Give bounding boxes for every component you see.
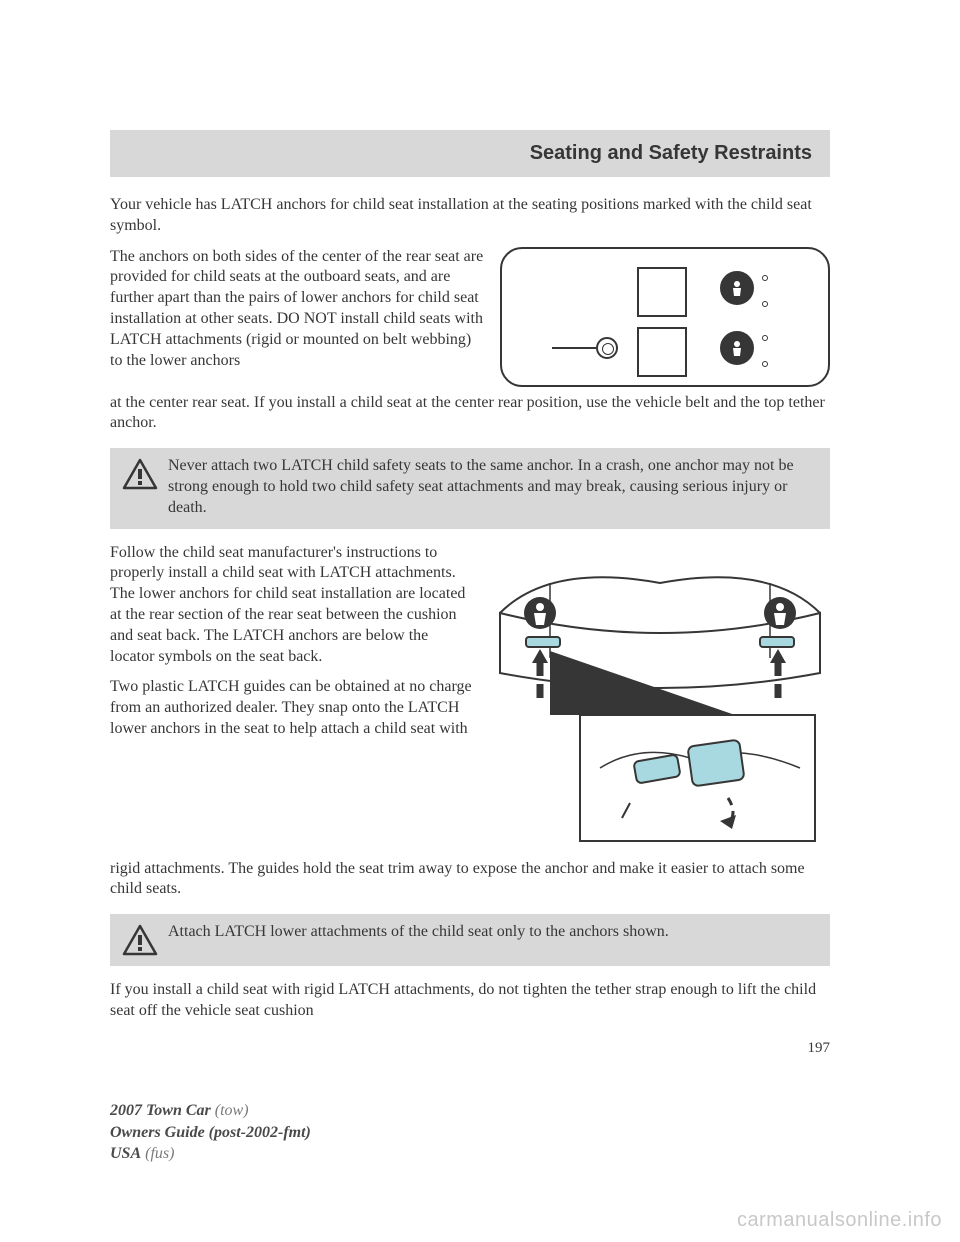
anchors-text: The anchors on both sides of the center … [110, 247, 486, 387]
anchor-dot-icon [762, 335, 768, 341]
footer-line-3: USA (fus) [110, 1143, 311, 1165]
child-seat-icon [720, 331, 754, 365]
footer: 2007 Town Car (tow) Owners Guide (post-2… [110, 1100, 311, 1165]
manual-page: Seating and Safety Restraints Your vehic… [110, 130, 830, 1057]
footer-line-2: Owners Guide (post-2002-fmt) [110, 1122, 311, 1144]
page-number: 197 [110, 1040, 830, 1057]
tail-paragraph: If you install a child seat with rigid L… [110, 980, 830, 1022]
warning-icon [122, 458, 158, 490]
region-code: (fus) [145, 1145, 174, 1162]
anchor-dot-icon [762, 301, 768, 307]
vehicle-code: (tow) [215, 1102, 249, 1119]
latch-text: Follow the child seat manufacturer's ins… [110, 543, 476, 853]
warning-text: Never attach two LATCH child safety seat… [168, 456, 818, 518]
section-header-title: Seating and Safety Restraints [530, 142, 812, 164]
anchor-dot-icon [762, 275, 768, 281]
latch-cont: rigid attachments. The guides hold the s… [110, 859, 830, 901]
warning-text: Attach LATCH lower attachments of the ch… [168, 922, 669, 956]
warning-icon [122, 924, 158, 956]
intro-paragraph: Your vehicle has LATCH anchors for child… [110, 195, 830, 237]
watermark: carmanualsonline.info [737, 1209, 942, 1232]
section-header: Seating and Safety Restraints [110, 130, 830, 177]
seat-diagram [500, 247, 830, 387]
anchors-cont: at the center rear seat. If you install … [110, 393, 830, 435]
anchors-para: The anchors on both sides of the center … [110, 248, 483, 369]
latch-p1: Follow the child seat manufacturer's ins… [110, 543, 476, 668]
latch-illustration [490, 543, 830, 853]
region: USA [110, 1145, 141, 1162]
seat-square-icon [637, 327, 687, 377]
child-seat-icon [720, 271, 754, 305]
tether-anchor-icon [552, 335, 622, 361]
warning-box: Attach LATCH lower attachments of the ch… [110, 914, 830, 966]
vehicle-name: 2007 Town Car [110, 1102, 211, 1119]
anchor-dot-icon [762, 361, 768, 367]
warning-box: Never attach two LATCH child safety seat… [110, 448, 830, 528]
section-anchors: The anchors on both sides of the center … [110, 247, 830, 387]
latch-p2: Two plastic LATCH guides can be obtained… [110, 677, 476, 739]
footer-line-1: 2007 Town Car (tow) [110, 1100, 311, 1122]
section-latch: Follow the child seat manufacturer's ins… [110, 543, 830, 853]
seat-square-icon [637, 267, 687, 317]
